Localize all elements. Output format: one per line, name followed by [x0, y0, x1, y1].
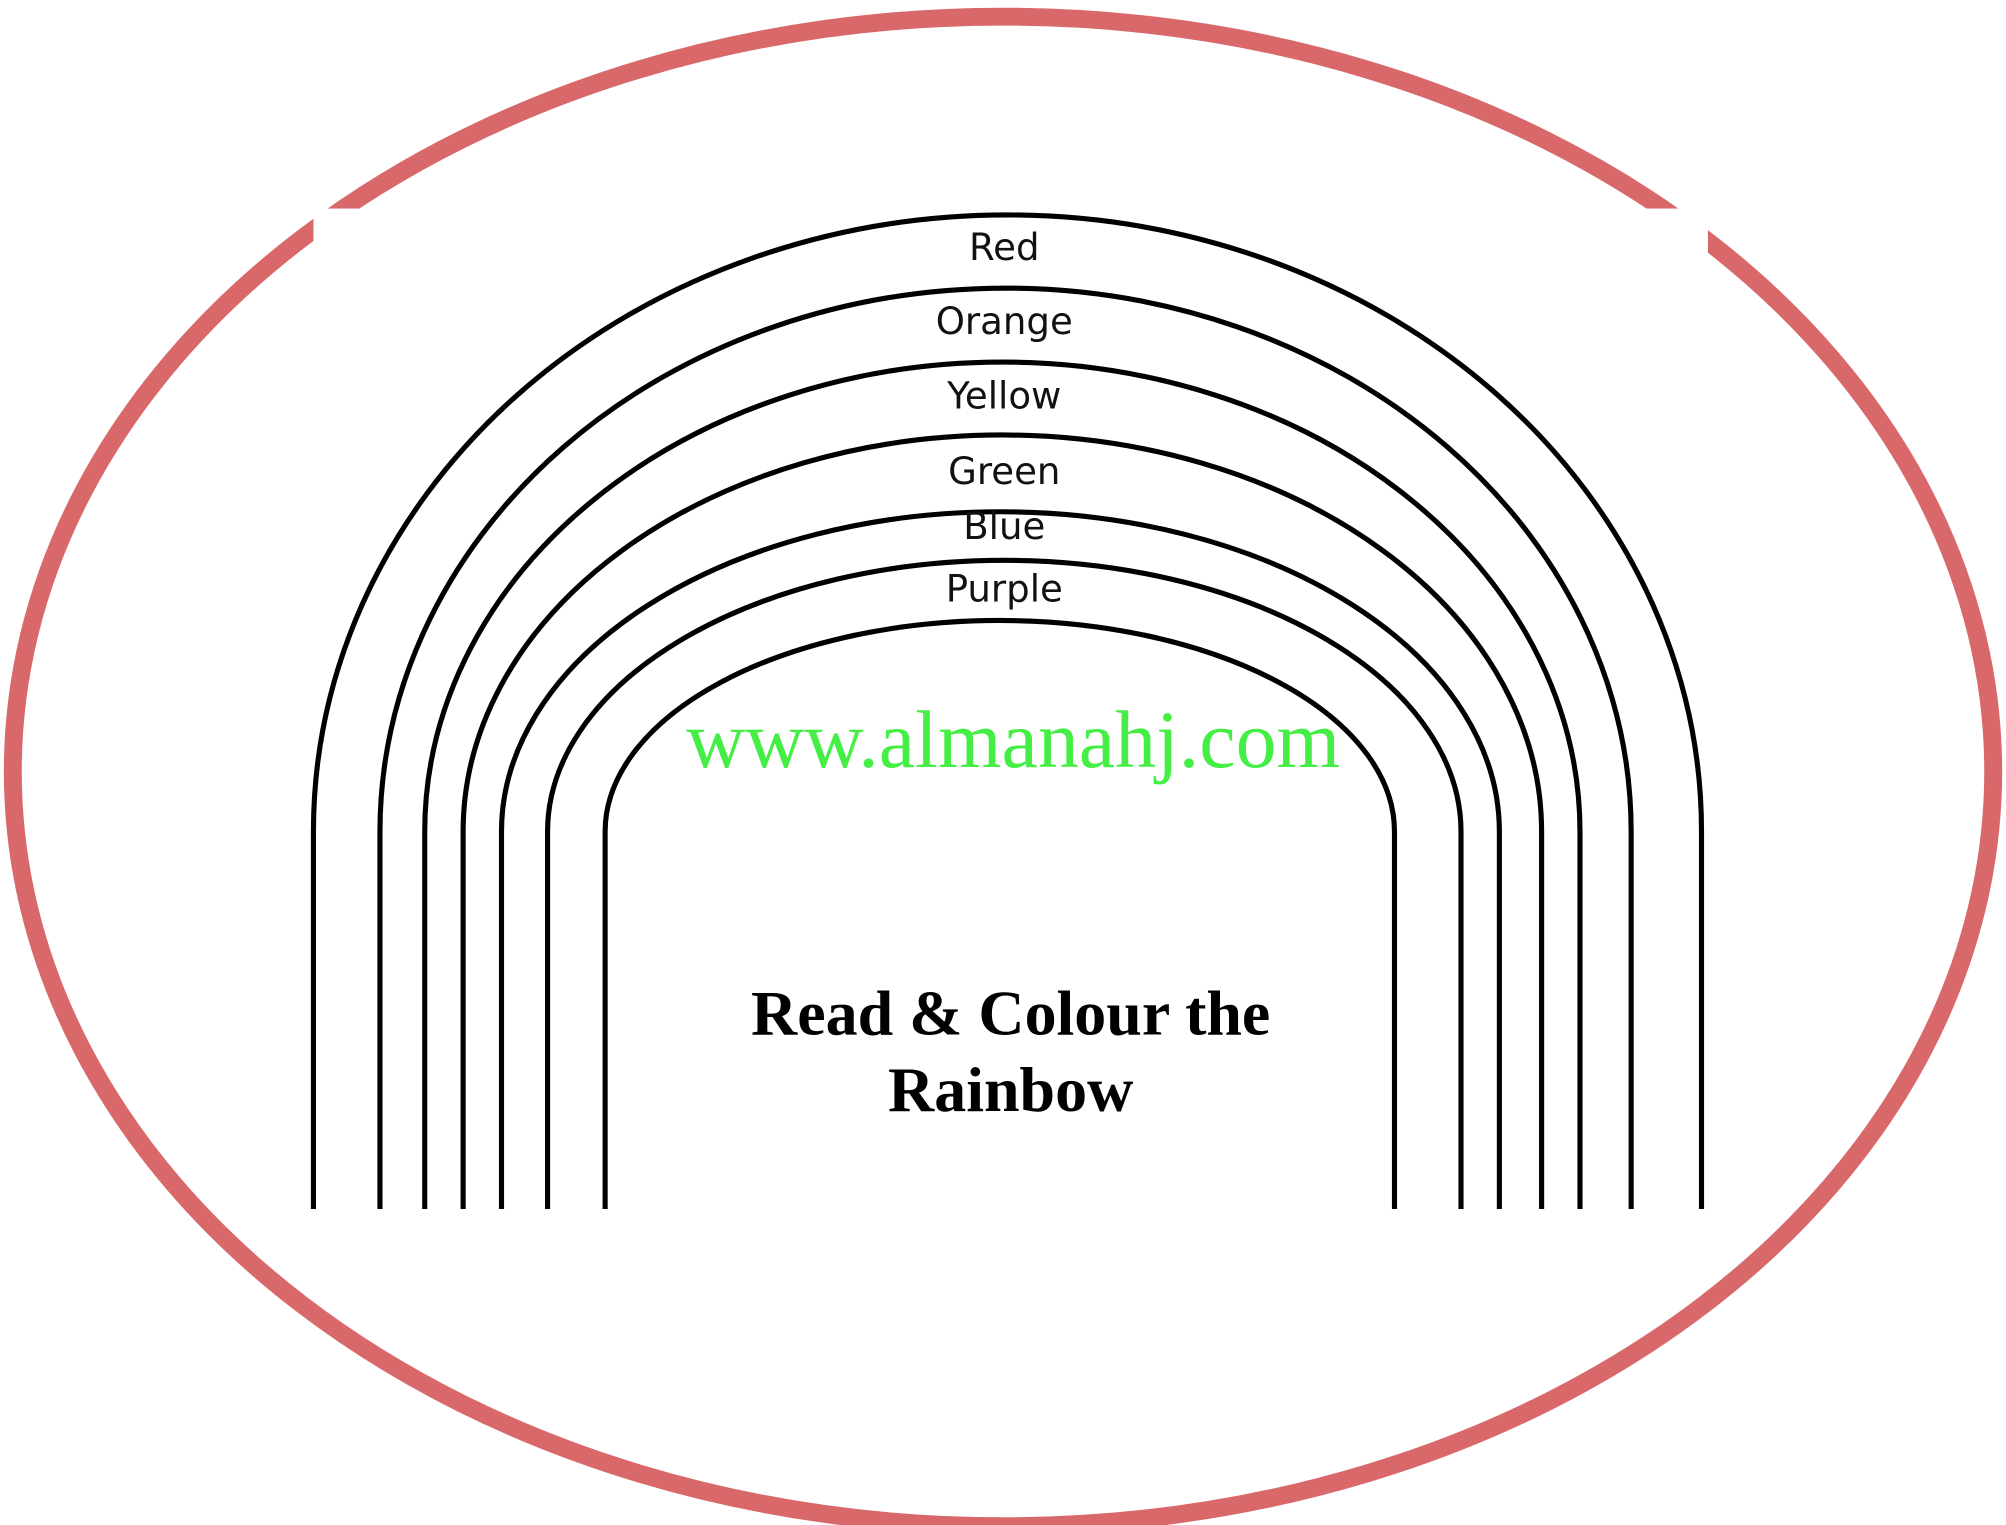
band-label: Purple: [946, 568, 1063, 611]
band-label: Green: [948, 450, 1060, 493]
band-label: Orange: [936, 300, 1073, 343]
title-line: Rainbow: [888, 1054, 1133, 1125]
title-line: Read & Colour the: [751, 977, 1270, 1048]
band-label: Red: [969, 226, 1039, 269]
watermark: www.almanahj.com: [686, 694, 1340, 785]
worksheet: Red Orange Yellow Green Blue Purple www.alman…: [0, 0, 2006, 1525]
page: {"worksheet": { "bands": ["Red", "Orange…: [0, 0, 2006, 1525]
band-label: Yellow: [946, 374, 1061, 417]
band-label: Blue: [963, 505, 1045, 548]
